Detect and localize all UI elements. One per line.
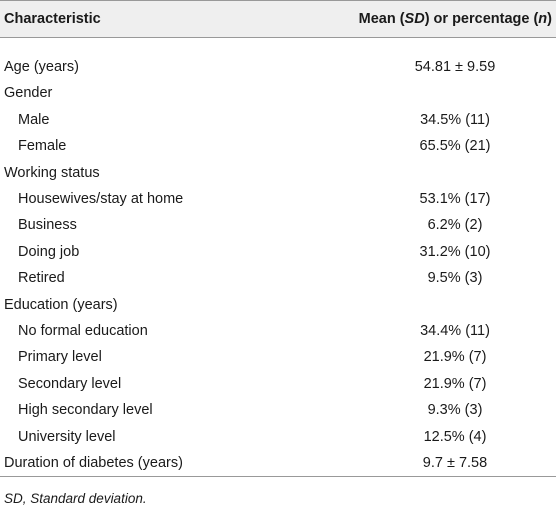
row-value: 34.4% (11) — [420, 323, 490, 339]
row-label: Male — [18, 111, 50, 128]
header-cell: Mean (SD) or percentage (n) — [359, 10, 552, 28]
row-value: 6.2% (2) — [427, 217, 483, 234]
row-label: Secondary level — [18, 375, 122, 392]
row-value: 65.5% (21) — [419, 138, 491, 155]
table-rule — [0, 476, 556, 477]
row-label: Housewives/stay at home — [18, 191, 184, 207]
row-label: Working status — [4, 164, 100, 181]
row-value: 21.9% (7) — [423, 349, 487, 366]
row-label: Primary level — [18, 349, 102, 366]
row-value: 21.9% (7) — [423, 375, 487, 392]
row-value: 12.5% (4) — [423, 428, 487, 445]
row-label: Gender — [4, 85, 53, 102]
header-text: ) or percentage ( — [424, 11, 539, 27]
row-label: Retired — [18, 270, 65, 287]
header-text: ) — [547, 11, 552, 27]
row-value: 53.1% (17) — [419, 191, 491, 207]
header-text: Mean ( — [358, 11, 405, 27]
row-value: 9.5% (3) — [427, 270, 483, 287]
row-value: 9.3% (3) — [427, 402, 483, 419]
row-value: 54.81 ± 9.59 — [414, 59, 496, 75]
row-label: Doing job — [18, 243, 80, 260]
row-label: No formal education — [18, 323, 148, 339]
row-label: Business — [18, 217, 77, 234]
row-label: Duration of diabetes (years) — [4, 455, 183, 471]
header-text: n — [538, 11, 548, 27]
row-label: Age (years) — [4, 59, 79, 75]
table-header: Characteristic Mean (SD) or percentage (… — [0, 0, 556, 38]
row-label: Female — [18, 138, 67, 155]
header-cell: Characteristic — [4, 11, 101, 27]
row-label: Education (years) — [4, 296, 118, 313]
row-value: 9.7 ± 7.58 — [422, 455, 488, 471]
footnote: SD, Standard deviation. — [4, 491, 147, 506]
row-label: High secondary level — [18, 402, 153, 419]
row-label: University level — [18, 428, 116, 445]
row-value: 34.5% (11) — [420, 111, 490, 128]
row-value: 31.2% (10) — [419, 243, 491, 260]
header-text: SD — [404, 11, 425, 27]
